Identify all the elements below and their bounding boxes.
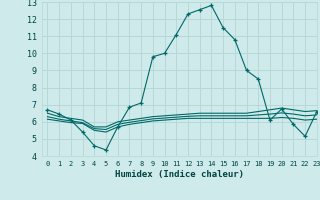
X-axis label: Humidex (Indice chaleur): Humidex (Indice chaleur) xyxy=(115,170,244,179)
